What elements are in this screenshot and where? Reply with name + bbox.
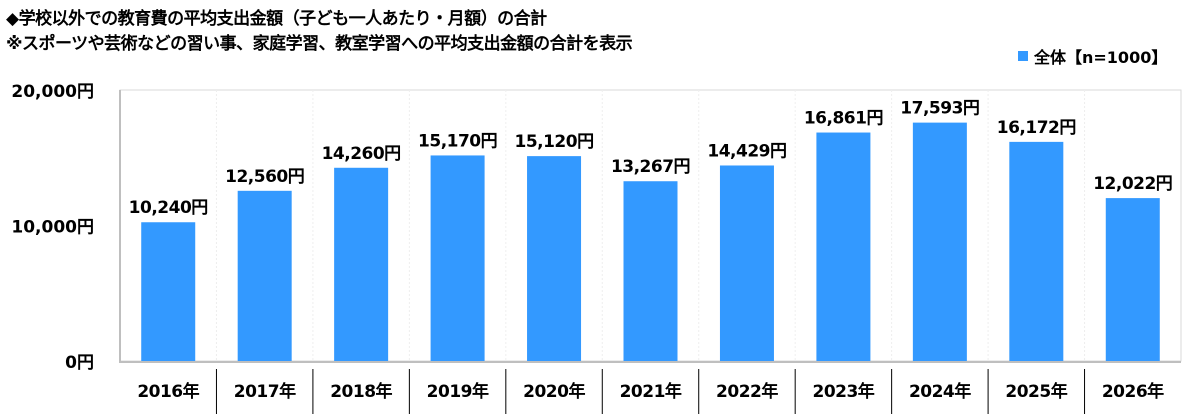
bar <box>1105 198 1160 361</box>
x-tick-label: 2025年 <box>1005 381 1067 402</box>
x-tick-label: 2026年 <box>1102 381 1164 402</box>
data-label: 12,022円 <box>1093 174 1172 194</box>
y-tick-label: 10,000円 <box>11 218 94 238</box>
x-tick-label: 2018年 <box>330 381 392 402</box>
y-tick-label: 20,000円 <box>11 82 94 102</box>
bar <box>430 155 485 361</box>
data-label: 13,267円 <box>611 157 690 177</box>
x-tick-label: 2021年 <box>620 381 682 402</box>
x-tick-label: 2020年 <box>523 381 585 402</box>
legend: 全体【n=1000】 <box>1018 44 1167 68</box>
x-tick-label: 2024年 <box>909 381 971 402</box>
bar <box>527 156 582 361</box>
bar <box>816 132 871 361</box>
x-tick-label: 2023年 <box>812 381 874 402</box>
bar <box>334 167 389 361</box>
y-tick-label: 0円 <box>65 353 94 373</box>
chart-subtitle: ※スポーツや芸術などの習い事、家庭学習、教室学習への平均支出金額の合計を表示 <box>6 34 633 54</box>
data-label: 17,593円 <box>900 99 979 119</box>
x-tick-label: 2017年 <box>234 381 296 402</box>
bar <box>1009 141 1064 361</box>
data-label: 12,560円 <box>225 167 304 187</box>
bar <box>141 222 196 361</box>
bar <box>912 122 967 361</box>
data-label: 14,429円 <box>707 141 786 161</box>
bar <box>623 181 678 361</box>
bar <box>719 165 774 361</box>
data-label: 15,120円 <box>514 132 593 152</box>
legend-label: 全体【n=1000】 <box>1034 48 1168 67</box>
data-label: 15,170円 <box>418 131 497 151</box>
bar <box>237 190 292 361</box>
x-tick-label: 2016年 <box>137 381 199 402</box>
legend-swatch <box>1018 51 1028 61</box>
x-tick-label: 2022年 <box>716 381 778 402</box>
data-label: 14,260円 <box>322 144 401 164</box>
chart-title: ◆学校以外での教育費の平均支出金額（子ども一人あたり・月額）の合計 <box>6 9 547 29</box>
x-tick-label: 2019年 <box>427 381 489 402</box>
data-label: 10,240円 <box>129 198 208 218</box>
data-label: 16,172円 <box>997 118 1076 138</box>
data-label: 16,861円 <box>804 109 883 129</box>
